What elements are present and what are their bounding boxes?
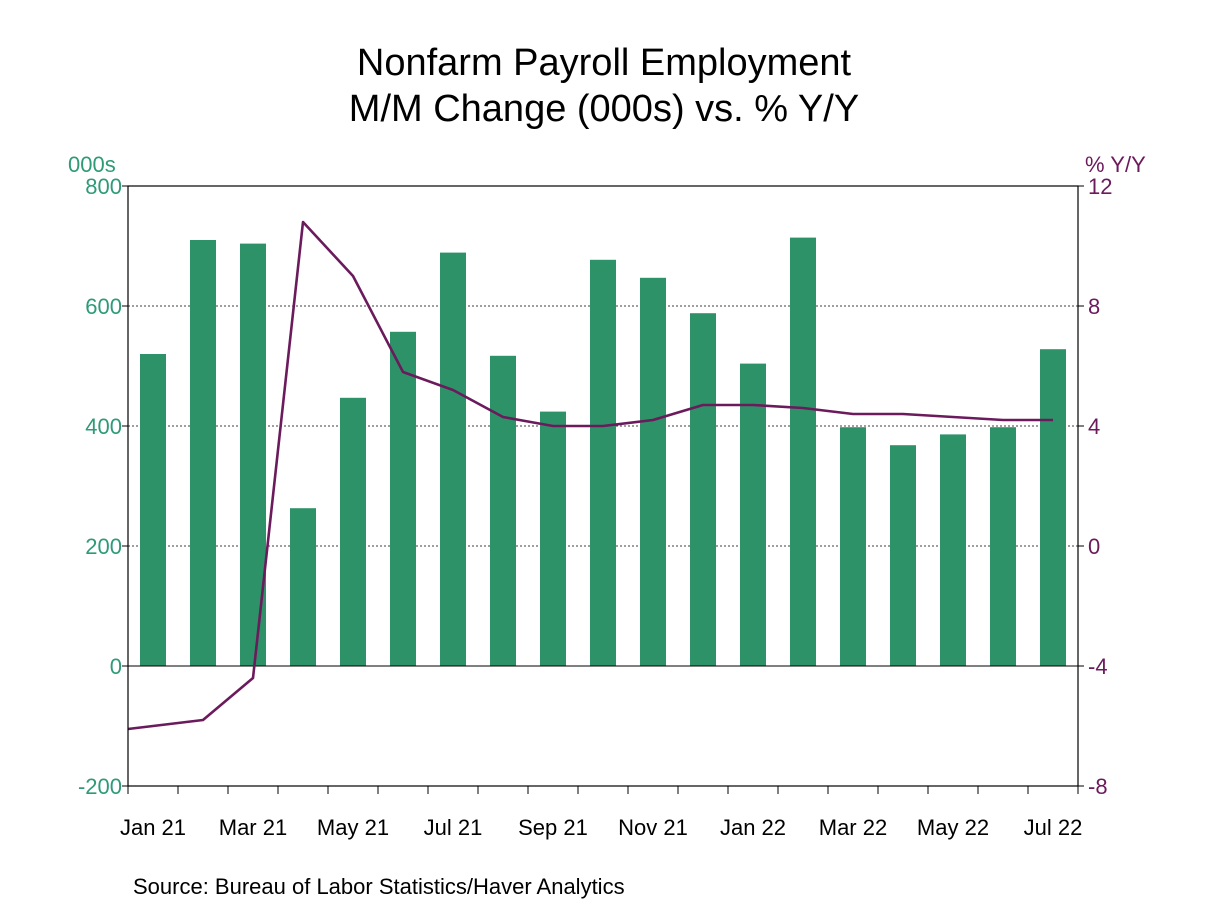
bar	[440, 252, 466, 666]
bar	[940, 434, 966, 666]
source-note: Source: Bureau of Labor Statistics/Haver…	[133, 874, 625, 899]
left-tick-label: -200	[78, 774, 122, 799]
bar	[340, 397, 366, 666]
x-tick-label: Jan 22	[720, 815, 786, 840]
yoy-line-series	[127, 220, 1054, 731]
x-tick-label: Jul 22	[1024, 815, 1083, 840]
left-tick-label: 800	[85, 174, 122, 199]
right-tick-label: 0	[1088, 534, 1100, 559]
bar	[290, 508, 316, 666]
bar	[590, 259, 616, 666]
right-tick-label: -8	[1088, 774, 1108, 799]
x-tick-label: Sep 21	[518, 815, 588, 840]
bar	[790, 237, 816, 666]
bar	[1040, 349, 1066, 666]
bar	[640, 277, 666, 666]
plot-frame	[127, 185, 1079, 787]
bar	[490, 355, 516, 666]
x-tick-label: Jan 21	[120, 815, 186, 840]
right-tick-label: 12	[1088, 174, 1112, 199]
x-tick-label: May 22	[917, 815, 989, 840]
right-tick-label: 4	[1088, 414, 1100, 439]
left-axis-label: 000s	[68, 152, 116, 177]
yoy-line	[127, 220, 1053, 731]
x-tick-label: Jul 21	[424, 815, 483, 840]
bar	[890, 445, 916, 666]
chart-title-block: Nonfarm Payroll Employment M/M Change (0…	[0, 40, 1208, 132]
left-tick-label: 0	[110, 654, 122, 679]
right-tick-label: -4	[1088, 654, 1108, 679]
axes: 800 600 400 200 0 -200 12 8 4 0 -4 -8 Jan 21 Mar 21 Ma…	[78, 174, 1113, 840]
chart-subtitle: M/M Change (000s) vs. % Y/Y	[348, 88, 860, 130]
left-tick-label: 400	[85, 414, 122, 439]
x-tick-label: Mar 22	[819, 815, 887, 840]
bar	[690, 313, 716, 666]
chart-title: Nonfarm Payroll Employment	[356, 42, 852, 84]
left-tick-label: 200	[85, 534, 122, 559]
left-tick-label: 600	[85, 294, 122, 319]
right-tick-label: 8	[1088, 294, 1100, 319]
bar	[740, 363, 766, 666]
bar-series	[140, 237, 1066, 666]
bar	[540, 411, 566, 666]
x-tick-label: May 21	[317, 815, 389, 840]
bar	[990, 427, 1016, 666]
bar	[190, 240, 216, 666]
bar	[840, 427, 866, 666]
bar	[140, 354, 166, 666]
x-tick-label: Nov 21	[618, 815, 688, 840]
x-tick-label: Mar 21	[219, 815, 287, 840]
bar	[390, 331, 416, 666]
right-axis-label: % Y/Y	[1085, 152, 1146, 177]
